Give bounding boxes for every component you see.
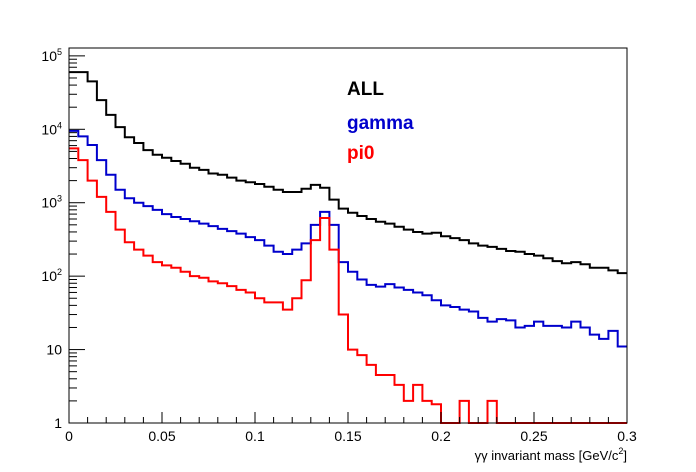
legend-pi0: pi0 — [347, 143, 374, 164]
x-tick-label: 0.15 — [334, 428, 361, 444]
histogram-ALL — [69, 71, 627, 275]
y-tick-label: 105 — [41, 47, 62, 64]
legend-all: ALL — [347, 79, 384, 100]
x-axis-title: γγ invariant mass [GeV/c2] — [475, 446, 627, 463]
axis-ticks — [68, 55, 628, 424]
x-tick-labels: 0 0.05 0.1 0.15 0.2 0.25 0.3 — [65, 428, 637, 444]
y-tick-label: 104 — [41, 120, 62, 137]
x-tick-label: 0 — [65, 428, 73, 444]
x-tick-label: 0.05 — [148, 428, 175, 444]
y-tick-label: 1 — [54, 415, 62, 431]
y-tick-label: 102 — [41, 267, 62, 284]
histogram-pi0 — [69, 147, 627, 424]
x-tick-label: 0.25 — [520, 428, 547, 444]
histogram-gamma — [69, 129, 627, 348]
plot-frame — [68, 47, 628, 424]
y-tick-labels: 1 10 102 103 104 105 — [41, 47, 62, 431]
x-tick-label: 0.2 — [431, 428, 451, 444]
y-tick-label: 10 — [46, 342, 62, 358]
x-tick-label: 0.3 — [617, 428, 637, 444]
x-tick-label: 0.1 — [245, 428, 265, 444]
legend-gamma: gamma — [347, 113, 414, 134]
y-tick-label: 103 — [41, 194, 62, 211]
